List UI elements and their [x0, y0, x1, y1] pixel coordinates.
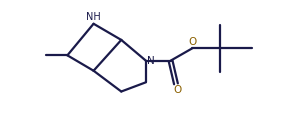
Text: N: N — [147, 56, 155, 66]
Text: NH: NH — [86, 12, 101, 22]
Text: O: O — [188, 37, 196, 47]
Text: O: O — [173, 85, 181, 95]
